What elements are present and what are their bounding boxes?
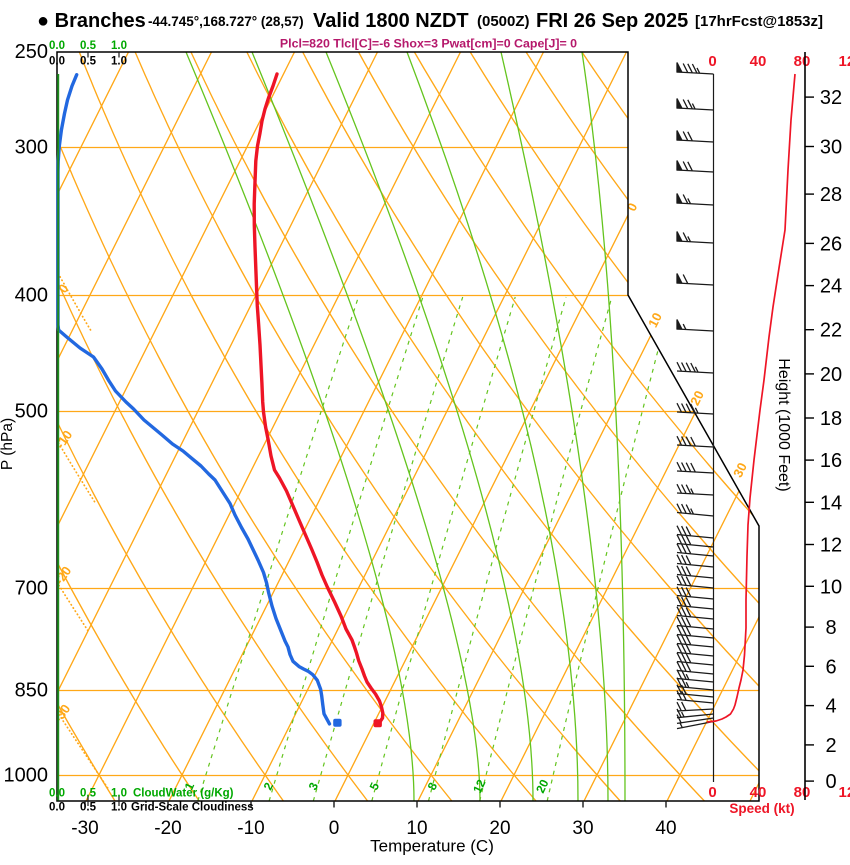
svg-text:● Branches: ● Branches <box>37 10 146 32</box>
svg-text:400: 400 <box>15 285 48 307</box>
svg-text:1.0: 1.0 <box>111 40 127 52</box>
svg-text:10: 10 <box>645 310 665 330</box>
svg-text:700: 700 <box>15 578 48 600</box>
svg-text:1.0: 1.0 <box>111 788 127 800</box>
svg-text:Plcl=820 Tlcl[C]=-6 Shox=3 Pwa: Plcl=820 Tlcl[C]=-6 Shox=3 Pwat[cm]=0 Ca… <box>280 37 577 51</box>
svg-text:CloudWater (g/Kg): CloudWater (g/Kg) <box>133 788 234 800</box>
svg-text:30: 30 <box>820 137 842 159</box>
svg-text:6: 6 <box>825 656 836 678</box>
svg-text:0.5: 0.5 <box>80 802 97 814</box>
svg-text:0: 0 <box>329 818 340 839</box>
svg-text:[17hrFcst@1853z]: [17hrFcst@1853z] <box>695 13 823 30</box>
svg-text:20: 20 <box>489 818 510 839</box>
svg-text:20: 20 <box>820 364 842 386</box>
svg-text:250: 250 <box>15 41 48 63</box>
svg-text:20: 20 <box>687 388 707 408</box>
svg-text:0: 0 <box>708 53 716 70</box>
svg-text:0.5: 0.5 <box>80 40 97 52</box>
svg-text:12: 12 <box>470 777 488 795</box>
svg-text:40: 40 <box>750 53 767 70</box>
svg-text:Height (1000 Feet): Height (1000 Feet) <box>775 358 792 491</box>
svg-text:850: 850 <box>15 680 48 702</box>
svg-text:4: 4 <box>825 696 836 718</box>
svg-text:32: 32 <box>820 87 842 109</box>
svg-text:0.0: 0.0 <box>49 40 65 52</box>
svg-text:Valid 1800 NZDT: Valid 1800 NZDT <box>313 10 469 32</box>
svg-text:10: 10 <box>820 576 842 598</box>
svg-text:Temperature (C): Temperature (C) <box>370 837 494 856</box>
svg-text:80: 80 <box>794 784 811 801</box>
svg-text:1.0: 1.0 <box>111 56 127 68</box>
svg-text:0.5: 0.5 <box>80 56 97 68</box>
svg-text:Grid-Scale Cloudiness: Grid-Scale Cloudiness <box>131 802 254 814</box>
svg-text:-44.745°,168.727° (28,57): -44.745°,168.727° (28,57) <box>148 14 304 29</box>
svg-text:120: 120 <box>838 784 850 801</box>
svg-text:10: 10 <box>406 818 427 839</box>
svg-text:120: 120 <box>838 53 850 70</box>
svg-text:-10: -10 <box>237 818 264 839</box>
svg-text:1.0: 1.0 <box>111 802 127 814</box>
svg-text:P (hPa): P (hPa) <box>0 418 16 470</box>
svg-text:-30: -30 <box>71 818 98 839</box>
svg-text:Speed (kt): Speed (kt) <box>729 801 794 816</box>
svg-text:12: 12 <box>820 535 842 557</box>
svg-text:0.5: 0.5 <box>80 788 97 800</box>
svg-text:0.0: 0.0 <box>49 802 65 814</box>
svg-text:2: 2 <box>825 735 836 757</box>
svg-text:28: 28 <box>820 184 842 206</box>
svg-text:FRI 26 Sep 2025: FRI 26 Sep 2025 <box>536 10 688 32</box>
svg-text:30: 30 <box>572 818 593 839</box>
svg-text:14: 14 <box>820 492 842 514</box>
svg-text:20: 20 <box>533 777 551 795</box>
svg-text:0.0: 0.0 <box>49 788 65 800</box>
svg-text:500: 500 <box>15 401 48 423</box>
svg-text:30: 30 <box>730 460 750 480</box>
svg-text:0.0: 0.0 <box>49 56 65 68</box>
svg-text:40: 40 <box>750 784 767 801</box>
svg-text:-20: -20 <box>154 818 181 839</box>
svg-text:40: 40 <box>655 818 676 839</box>
svg-text:8: 8 <box>825 617 836 639</box>
svg-text:80: 80 <box>794 53 811 70</box>
svg-text:1000: 1000 <box>4 765 49 787</box>
svg-text:16: 16 <box>820 450 842 472</box>
svg-text:22: 22 <box>820 320 842 342</box>
svg-text:24: 24 <box>820 276 842 298</box>
svg-text:0: 0 <box>708 784 716 801</box>
svg-text:0: 0 <box>825 771 836 793</box>
svg-text:26: 26 <box>820 233 842 255</box>
svg-text:300: 300 <box>15 137 48 159</box>
svg-text:(0500Z): (0500Z) <box>477 13 530 30</box>
svg-text:18: 18 <box>820 408 842 430</box>
